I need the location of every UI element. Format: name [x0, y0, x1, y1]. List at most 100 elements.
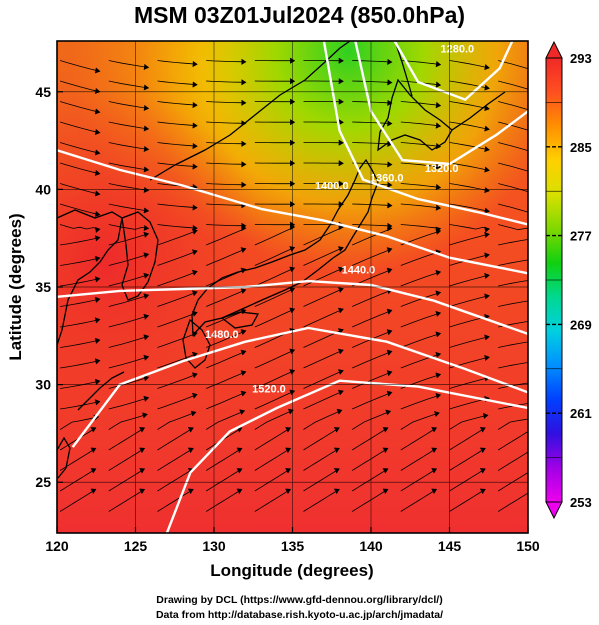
streamline — [400, 121, 441, 127]
streamline-arrow — [533, 130, 538, 135]
streamline-arrow — [143, 272, 150, 279]
streamline-arrow — [192, 249, 198, 256]
streamline — [498, 224, 528, 231]
streamline — [254, 489, 291, 512]
streamline-arrow — [338, 246, 344, 252]
streamline — [157, 411, 196, 430]
streamline-arrow — [484, 232, 490, 238]
streamline-arrow — [143, 313, 150, 320]
streamline — [254, 390, 295, 410]
streamline — [157, 332, 198, 348]
streamline-arrow — [386, 390, 393, 397]
streamline-arrow — [241, 79, 247, 86]
streamline — [254, 370, 295, 389]
streamline-arrow — [529, 489, 534, 494]
streamline-arrow — [240, 288, 247, 294]
contour-1480.0 — [71, 326, 528, 448]
streamline-arrow — [94, 337, 101, 344]
streamline-arrow — [431, 488, 438, 494]
streamline-arrow — [533, 171, 538, 176]
streamline-arrow — [192, 122, 198, 129]
streamline-arrow — [533, 109, 538, 114]
colorbar: 293 285 277 269 261 253 — [545, 40, 592, 520]
streamline-arrow — [139, 488, 146, 494]
streamline — [254, 308, 295, 328]
streamline-arrow — [435, 372, 442, 379]
streamline-arrow — [387, 58, 393, 65]
colorbar-tick-label: 269 — [570, 317, 592, 332]
streamline-arrow — [334, 447, 340, 453]
streamline-arrow — [143, 225, 150, 231]
streamline — [108, 468, 145, 492]
streamline-arrow — [94, 149, 101, 156]
colorbar-tick-label: 277 — [570, 229, 592, 244]
streamline-arrow — [533, 338, 538, 343]
streamline-arrow — [484, 207, 490, 214]
streamline — [303, 448, 340, 471]
x-tick-label: 135 — [281, 538, 305, 554]
streamline-arrow — [143, 84, 150, 91]
streamline — [352, 203, 392, 206]
coast-japan-shikoku — [220, 311, 260, 329]
streamline — [352, 162, 392, 165]
streamline — [352, 289, 392, 307]
streamline — [108, 315, 149, 328]
streamline-arrow — [482, 413, 489, 419]
streamline-arrow — [386, 267, 393, 274]
streamline-arrow — [94, 211, 101, 217]
streamline — [59, 224, 100, 230]
streamline-arrow — [236, 488, 243, 494]
streamline — [303, 468, 340, 492]
streamline — [449, 377, 490, 389]
streamline-arrow — [338, 98, 344, 105]
contour-1440.0 — [57, 279, 528, 336]
streamline-arrow — [338, 266, 344, 273]
streamline-arrow — [529, 469, 534, 474]
streamline — [351, 468, 389, 492]
streamline-arrow — [338, 119, 344, 126]
streamline — [206, 101, 246, 104]
y-tick-label: 25 — [35, 474, 51, 490]
streamline — [108, 274, 149, 287]
streamline-arrow — [484, 84, 490, 91]
streamline — [206, 330, 246, 348]
streamline-arrow — [431, 427, 438, 433]
streamline-arrow — [533, 297, 538, 302]
x-axis-label: Longitude (degrees) — [210, 561, 373, 580]
streamline — [254, 247, 295, 266]
streamline — [254, 468, 291, 492]
streamline — [206, 227, 246, 246]
streamline-arrow — [338, 369, 344, 375]
contour-label: 1360.0 — [370, 173, 404, 185]
streamline — [352, 351, 392, 369]
streamline — [303, 409, 342, 430]
streamline — [206, 224, 246, 227]
streamline — [449, 336, 490, 348]
streamline — [400, 412, 440, 430]
streamline — [108, 397, 149, 410]
streamline — [157, 142, 198, 147]
streamline — [59, 60, 100, 72]
streamline-arrow — [533, 256, 538, 261]
streamline-arrow — [94, 190, 101, 197]
streamline-arrow — [480, 427, 486, 433]
streamline-arrow — [338, 328, 344, 334]
streamline-arrow — [338, 348, 344, 355]
streamline — [108, 448, 145, 471]
streamline-arrow — [143, 146, 150, 152]
streamline — [59, 142, 100, 154]
coast-russia — [149, 41, 351, 181]
streamline-arrow — [192, 143, 198, 149]
streamline-arrow — [90, 427, 97, 433]
streamline — [60, 360, 100, 369]
streamline — [205, 410, 245, 430]
streamline-arrow — [533, 150, 538, 155]
streamline-arrow — [143, 252, 150, 259]
streamline — [449, 274, 490, 287]
streamline — [303, 370, 344, 389]
streamline-arrow — [431, 468, 438, 474]
streamline-arrow — [94, 235, 101, 242]
streamline — [108, 335, 149, 348]
streamline — [449, 489, 486, 512]
coast-china — [57, 209, 123, 346]
